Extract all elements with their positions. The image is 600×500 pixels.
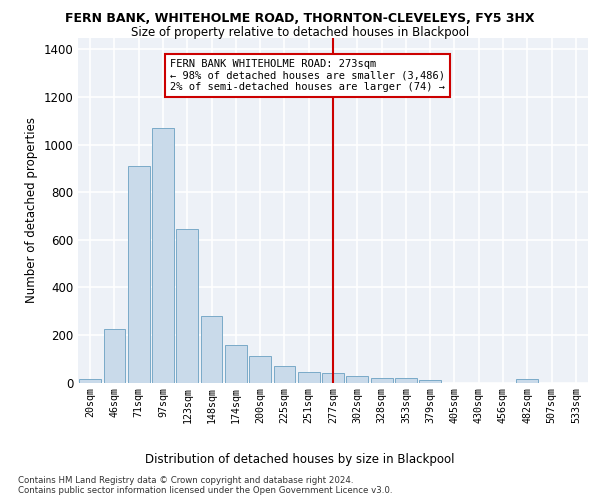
Text: Size of property relative to detached houses in Blackpool: Size of property relative to detached ho… [131, 26, 469, 39]
Bar [274, 366, 295, 382]
Bar [371, 378, 392, 382]
Bar [225, 345, 247, 383]
Bar [249, 356, 271, 382]
Bar [419, 380, 441, 382]
Bar [176, 229, 198, 382]
Bar [298, 372, 320, 382]
Text: FERN BANK WHITEHOLME ROAD: 273sqm
← 98% of detached houses are smaller (3,486)
2: FERN BANK WHITEHOLME ROAD: 273sqm ← 98% … [170, 59, 445, 92]
Text: FERN BANK, WHITEHOLME ROAD, THORNTON-CLEVELEYS, FY5 3HX: FERN BANK, WHITEHOLME ROAD, THORNTON-CLE… [65, 12, 535, 26]
Bar [104, 329, 125, 382]
Bar [200, 316, 223, 382]
Bar [79, 379, 101, 382]
Bar [152, 128, 174, 382]
Bar [346, 376, 368, 382]
Bar [395, 378, 417, 382]
Bar [322, 373, 344, 382]
Bar [517, 379, 538, 382]
Text: Contains HM Land Registry data © Crown copyright and database right 2024.
Contai: Contains HM Land Registry data © Crown c… [18, 476, 392, 495]
Text: Distribution of detached houses by size in Blackpool: Distribution of detached houses by size … [145, 452, 455, 466]
Y-axis label: Number of detached properties: Number of detached properties [25, 117, 38, 303]
Bar [128, 166, 149, 382]
